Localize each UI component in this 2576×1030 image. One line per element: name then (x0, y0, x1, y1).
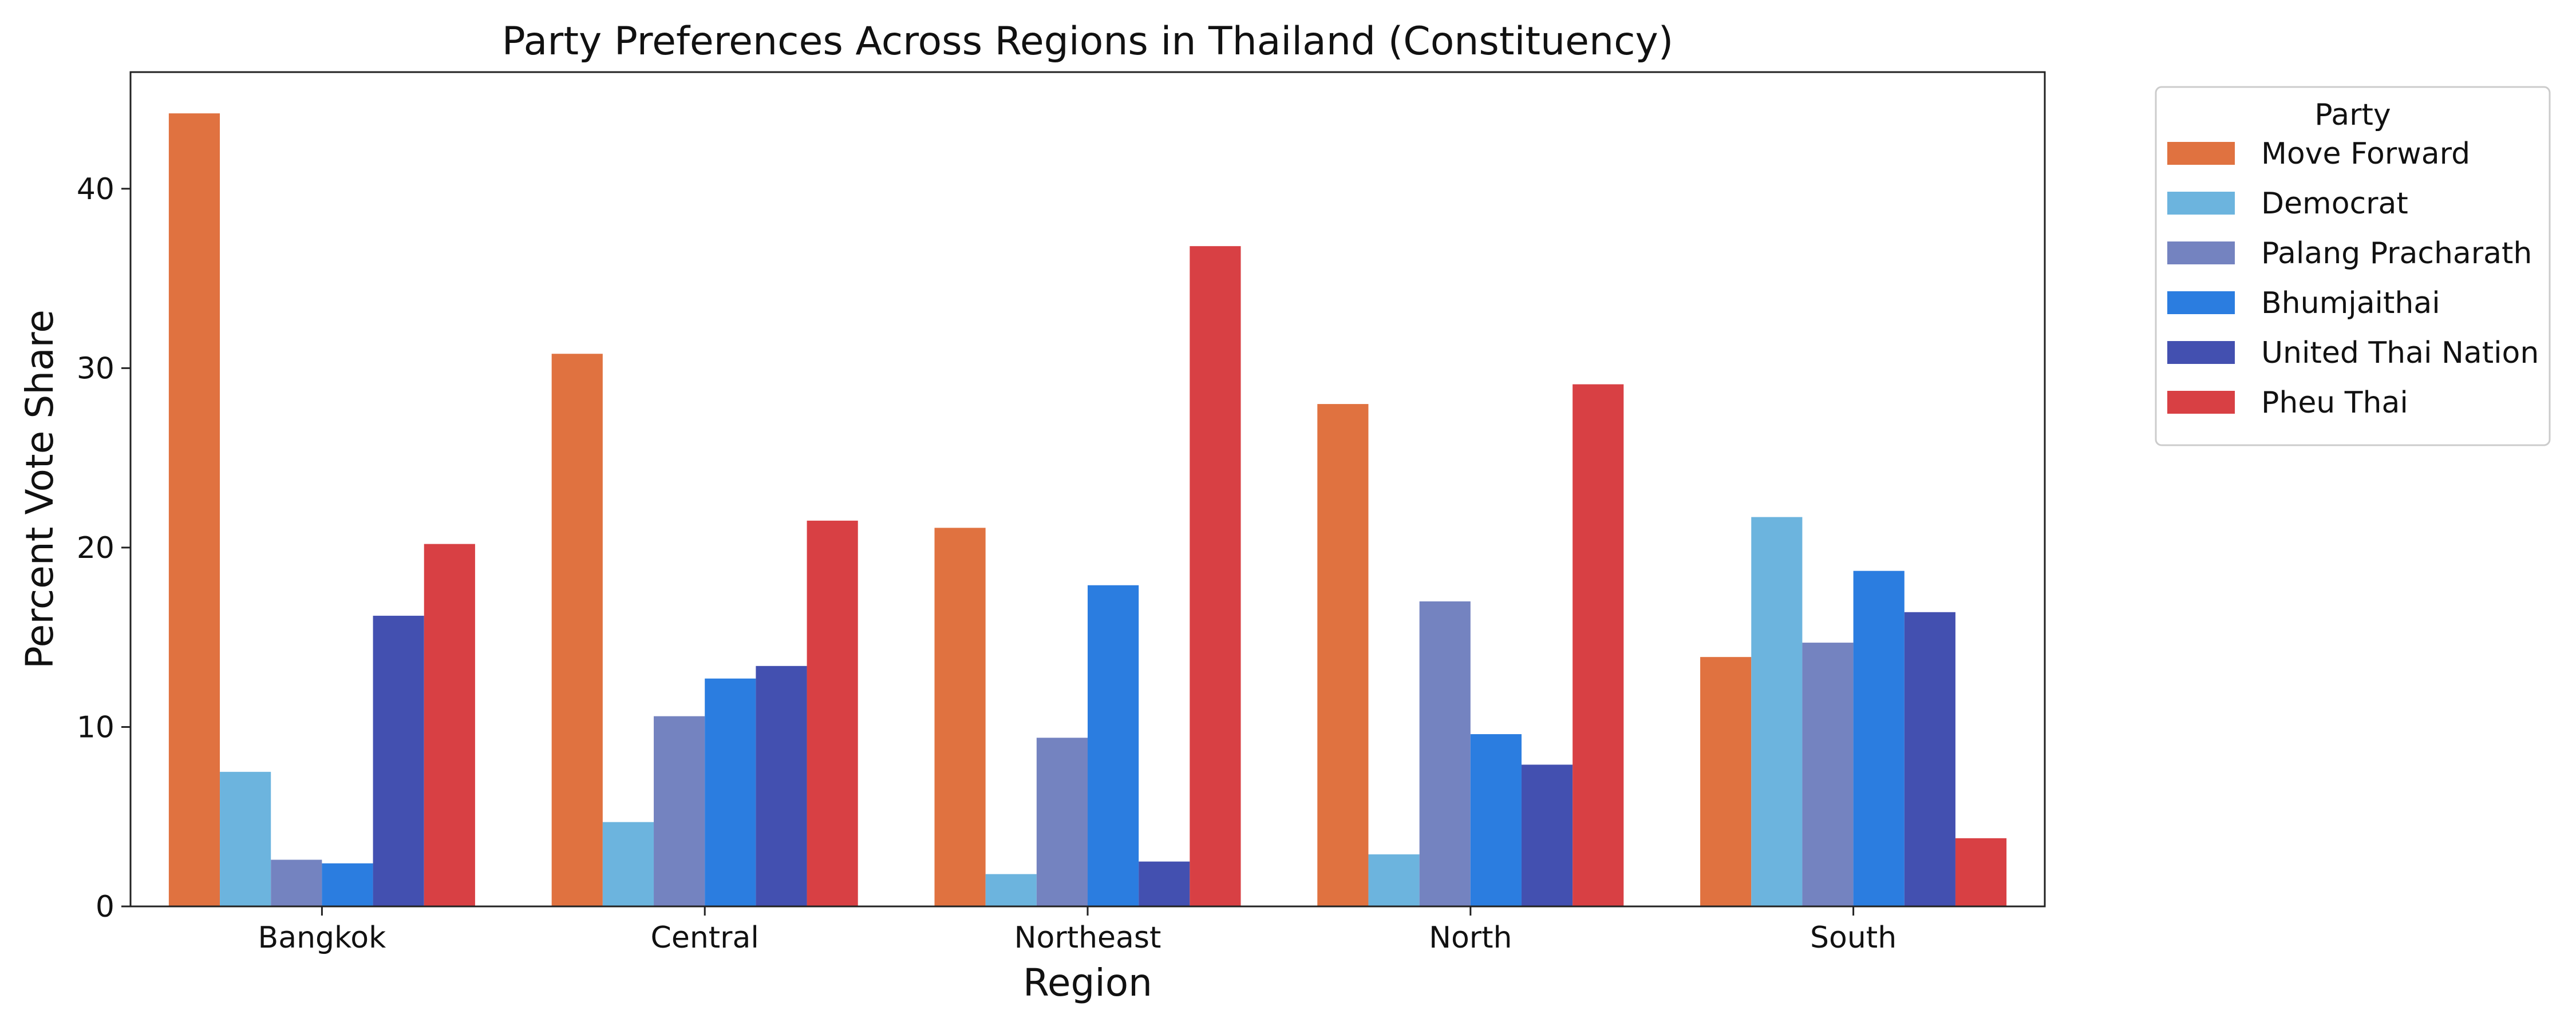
bar-united-thai-nation-north (1521, 764, 1573, 906)
y-tick-label: 0 (96, 890, 114, 924)
bar-palang-pracharath-bangkok (271, 859, 322, 906)
x-tick-label-north: North (1429, 921, 1512, 955)
plot-frame (129, 71, 2046, 908)
x-axis-label: Region (1023, 961, 1152, 1005)
legend-label-democrat: Democrat (2261, 187, 2408, 221)
bars-group (168, 113, 2007, 906)
bar-democrat-bangkok (220, 771, 271, 906)
bar-bhumjaithai-north (1470, 734, 1522, 906)
x-tick-label-central: Central (651, 921, 759, 955)
bar-pheu-thai-northeast (1190, 246, 1241, 906)
x-tick-label-south: South (1810, 921, 1897, 955)
bar-united-thai-nation-central (756, 665, 807, 906)
bar-move-forward-bangkok (168, 113, 220, 906)
bar-move-forward-north (1317, 404, 1369, 906)
legend-label-palang-pracharath: Palang Pracharath (2261, 236, 2532, 271)
legend-swatch-palang-pracharath (2167, 241, 2235, 264)
legend-label-move-forward: Move Forward (2261, 137, 2470, 171)
legend-title: Party (2314, 98, 2391, 132)
bar-pheu-thai-central (807, 520, 858, 906)
bar-palang-pracharath-south (1802, 643, 1854, 906)
y-tick-label: 20 (77, 531, 114, 565)
bar-pheu-thai-bangkok (424, 544, 475, 906)
bar-united-thai-nation-northeast (1139, 861, 1190, 906)
bar-democrat-northeast (985, 874, 1037, 906)
bar-pheu-thai-south (1955, 838, 2007, 906)
bar-move-forward-south (1700, 657, 1752, 906)
bar-palang-pracharath-northeast (1036, 738, 1088, 906)
bar-united-thai-nation-bangkok (373, 616, 424, 906)
legend-swatch-move-forward (2167, 142, 2235, 165)
legend-frame (2155, 86, 2551, 446)
legend-swatch-pheu-thai (2167, 391, 2235, 414)
y-tick-label: 30 (77, 351, 114, 386)
x-tick-label-bangkok: Bangkok (258, 921, 386, 955)
bar-move-forward-northeast (934, 528, 986, 906)
x-tick-label-northeast: Northeast (1014, 921, 1161, 955)
bar-democrat-north (1368, 854, 1420, 906)
legend-items: Move Forward Democrat Palang Pracharath Bhu… (2167, 137, 2539, 420)
bar-democrat-central (602, 822, 654, 906)
x-axis: Bangkok Central Northeast North South (258, 906, 1897, 955)
bar-palang-pracharath-central (654, 716, 705, 906)
y-tick-label: 10 (77, 710, 114, 744)
bar-bhumjaithai-bangkok (322, 863, 373, 906)
legend-label-bhumjaithai: Bhumjaithai (2261, 286, 2440, 320)
legend-swatch-democrat (2167, 192, 2235, 215)
y-axis-label: Percent Vote Share (18, 310, 62, 669)
bar-move-forward-central (551, 354, 603, 906)
legend: Party Move Forward Democrat Palang Prachar… (2155, 86, 2551, 446)
bar-bhumjaithai-south (1853, 571, 1905, 906)
bar-palang-pracharath-north (1419, 601, 1471, 906)
bar-democrat-south (1751, 517, 1803, 906)
bar-bhumjaithai-central (705, 678, 756, 906)
chart-title: Party Preferences Across Regions in Thai… (502, 19, 1674, 64)
legend-label-pheu-thai: Pheu Thai (2261, 386, 2408, 420)
y-axis: 0 10 20 30 40 (77, 172, 131, 924)
bar-united-thai-nation-south (1904, 612, 1955, 906)
legend-label-united-thai-nation: United Thai Nation (2261, 336, 2539, 370)
legend-swatch-united-thai-nation (2167, 341, 2235, 364)
bar-bhumjaithai-northeast (1088, 585, 1139, 906)
bar-pheu-thai-north (1573, 384, 1624, 906)
legend-swatch-bhumjaithai (2167, 291, 2235, 314)
y-tick-label: 40 (77, 172, 114, 207)
